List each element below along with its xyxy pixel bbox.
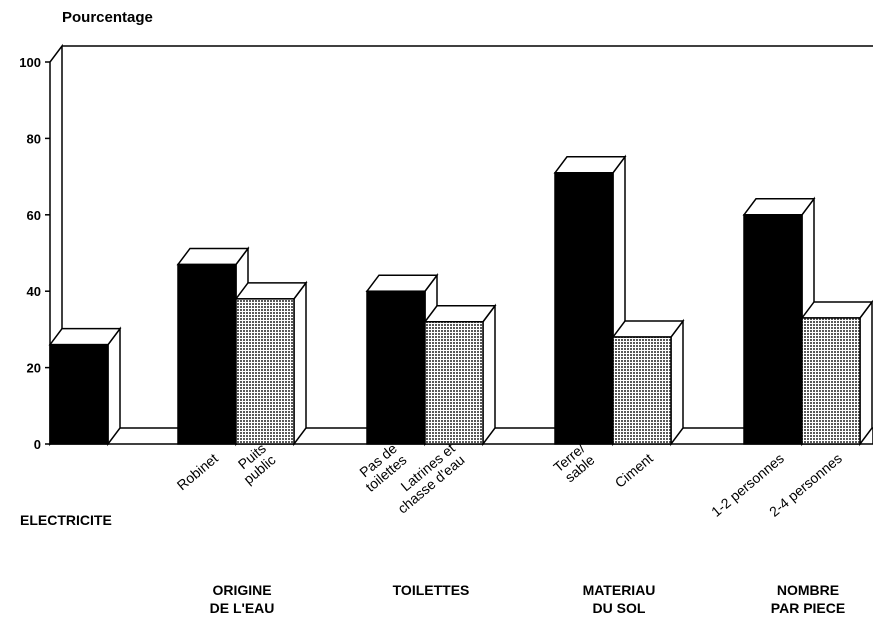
group-label: TOILETTES [393,582,470,598]
bar [424,321,484,445]
y-tick-label: 80 [27,131,41,146]
y-tick-label: 20 [27,361,41,376]
group-label: ORIGINE [212,582,271,598]
bar [743,214,803,445]
bar [235,298,295,445]
y-tick-label: 100 [19,55,41,70]
bar-top [553,156,627,174]
y-tick-label: 0 [34,437,41,452]
bar [612,336,672,445]
bar-side [670,318,684,447]
bar [177,263,237,445]
x-tick-label: Terre/sable [550,440,598,487]
x-tick-label: Puitspublic [231,440,279,487]
group-label: MATERIAU [583,582,656,598]
bar-top [234,282,308,300]
bar [366,290,426,445]
bar [554,172,614,445]
bar-top [176,247,250,266]
bar [49,343,109,445]
bar-top [800,301,873,319]
group-label: NOMBRE [777,582,839,598]
y-tick-label: 60 [27,208,41,223]
bar-side [293,280,307,447]
group-label: ELECTRICITE [20,512,112,528]
y-tick-label: 40 [27,284,41,299]
bar-top [48,327,122,346]
x-tick-label-line: Robinet [174,450,221,493]
group-label: PAR PIECE [771,600,845,616]
bar-side [107,326,121,447]
bar-side [482,303,496,447]
x-tick-label: Robinet [174,450,221,493]
group-label: DE L'EAU [210,600,275,616]
bar-top [365,274,439,292]
chart-title: Pourcentage [62,9,153,26]
bar-top [423,305,497,323]
x-tick-label-line: Ciment [612,450,656,491]
bar [801,317,861,445]
x-tick-label: Ciment [612,450,656,491]
bar-side [859,299,873,447]
bar-top [611,320,685,338]
group-label: DU SOL [593,600,646,616]
bar-top [742,198,816,216]
